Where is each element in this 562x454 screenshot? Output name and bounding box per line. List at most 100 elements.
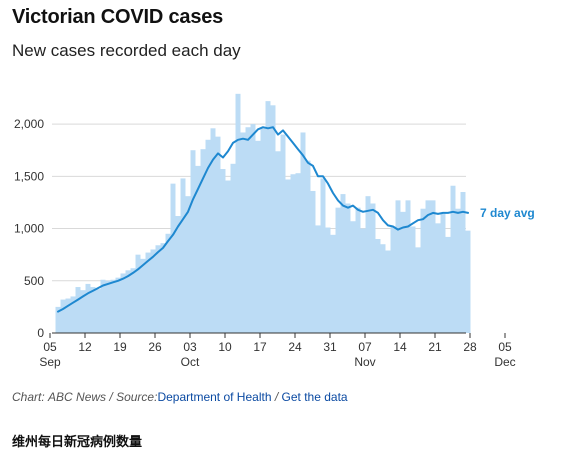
x-tick-label: 10 [218,340,232,354]
y-tick-label: 1,000 [14,222,44,236]
x-month-label: Sep [39,355,61,369]
case-bar [140,258,146,333]
case-bar [415,247,421,333]
chart-title: Victorian COVID cases [12,6,224,28]
case-bar [235,93,241,333]
case-bar [110,279,116,333]
case-bar [320,178,326,333]
case-bar [80,290,86,333]
case-bar [100,279,106,333]
x-tick-label: 05 [498,340,512,354]
x-tick-label: 07 [358,340,372,354]
chart-subtitle: New cases recorded each day [12,41,241,60]
case-bar [175,216,181,333]
chinese-caption: 维州每日新冠病例数量 [12,434,143,449]
case-bar [55,306,61,333]
case-bar [285,179,291,333]
case-bar [120,273,126,333]
case-bar [310,190,316,333]
case-bar [390,226,396,333]
case-bar [130,268,136,333]
case-bar [400,211,406,333]
case-bar [345,203,351,333]
x-tick-label: 31 [323,340,337,354]
case-bar [445,236,451,333]
y-axis: 0 500 1,000 1,500 2,000 [14,117,44,340]
case-bar [330,234,336,333]
case-bar [460,192,466,333]
x-month-label: Nov [354,355,375,369]
case-bar [385,250,391,333]
case-bar [105,280,111,333]
case-bar [380,244,386,333]
case-bar [350,221,356,333]
case-bar [70,296,76,333]
case-bar [240,132,246,333]
y-tick-label: 0 [37,326,44,340]
case-bar [270,105,276,333]
x-tick-label: 19 [113,340,127,354]
case-bar [115,277,121,333]
case-bar [315,225,321,333]
case-bar [430,200,436,333]
case-bar [170,183,176,333]
case-bar [360,228,366,333]
case-bar [250,124,256,333]
chart-credit-label: Chart: [12,390,45,404]
case-bar [370,203,376,333]
case-bar [150,249,156,333]
x-tick-label: 12 [78,340,92,354]
case-bar [440,213,446,333]
case-bar [60,299,66,333]
seven-day-average-line [57,126,469,313]
case-bar [435,223,441,333]
x-tick-label: 21 [428,340,442,354]
case-bar [340,194,346,333]
x-tick-label: 03 [183,340,197,354]
y-tick-label: 1,500 [14,169,44,183]
department-of-health-link[interactable]: Department of Health [157,390,272,404]
x-tick-label: 26 [148,340,162,354]
case-bar [255,140,261,333]
credit-separator: / [109,390,113,404]
case-bar [155,245,161,333]
x-month-label: Oct [181,355,200,369]
seven-day-average-label: 7 day avg [480,206,535,220]
case-bar [260,127,266,333]
case-bar [280,134,286,333]
case-bar [205,139,211,333]
case-bar [180,178,186,333]
case-bar [335,207,341,333]
case-bar [405,200,411,333]
chart-credit: Chart: ABC News / Source:Department of H… [12,390,348,404]
source-credit-label: Source: [116,390,158,404]
case-bar [305,160,311,333]
case-bar [185,196,191,333]
case-bar [165,233,171,333]
case-bar [90,287,96,333]
case-bar [290,174,296,333]
case-bar [245,127,251,333]
credit-separator-2: / [274,390,279,404]
case-bar [295,173,301,333]
x-tick-label: 05 [43,340,57,354]
y-tick-label: 500 [24,274,44,288]
x-tick-label: 24 [288,340,302,354]
case-bar [210,128,216,333]
case-bar [85,283,91,333]
y-tick-label: 2,000 [14,117,44,131]
case-bar [365,196,371,333]
case-bar [195,165,201,333]
case-bar [465,230,471,333]
case-bar [160,243,166,333]
case-bar [275,151,281,333]
get-the-data-link[interactable]: Get the data [281,390,348,404]
case-bar [355,207,361,333]
case-bar [220,169,226,333]
case-bar [455,208,461,333]
case-bar [325,227,331,333]
case-bar [420,208,426,333]
case-bar [410,226,416,333]
